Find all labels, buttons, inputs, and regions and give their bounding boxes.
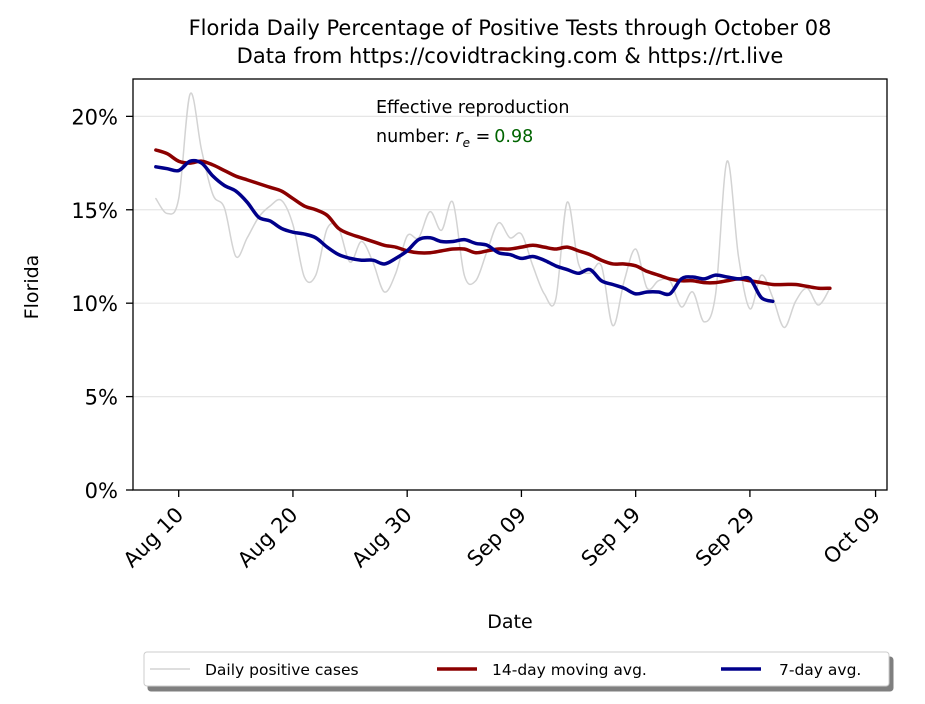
- chart-subtitle: Data from https://covidtracking.com & ht…: [237, 44, 784, 68]
- annotation-prefix: number:: [376, 127, 455, 147]
- chart-title: Florida Daily Percentage of Positive Tes…: [189, 16, 832, 40]
- x-tick-label: Sep 19: [577, 503, 646, 572]
- x-tick-label: Sep 29: [691, 503, 760, 572]
- x-axis-label: Date: [487, 611, 532, 633]
- y-axis: 0% 5% 10% 15% 20%: [71, 105, 133, 503]
- x-tick-label: Aug 10: [119, 503, 189, 573]
- y-tick-label: 15%: [71, 199, 118, 223]
- y-tick-label: 20%: [71, 105, 118, 129]
- x-axis: Aug 10 Aug 20 Aug 30 Sep 09 Sep 19 Sep 29 Oct …: [119, 490, 885, 572]
- x-tick-label: Aug 20: [233, 503, 303, 573]
- plot-area: [154, 92, 832, 329]
- annotation-symbol-sub: e: [463, 136, 470, 150]
- series-layer: [154, 92, 832, 329]
- annotation-symbol: r: [455, 127, 464, 147]
- y-tick-label: 10%: [71, 292, 118, 316]
- grid-lines: [133, 115, 887, 398]
- series-line-7day: [154, 158, 775, 304]
- legend-box: [143, 651, 890, 687]
- series-line-daily: [155, 92, 831, 329]
- x-tick-label: Oct 09: [819, 503, 885, 569]
- annotation-line1: Effective reproduction: [376, 98, 569, 118]
- x-tick-label: Aug 30: [347, 503, 417, 573]
- y-tick-label: 0%: [85, 479, 118, 503]
- legend-label-7day: 7-day avg.: [779, 661, 861, 679]
- y-tick-label: 5%: [85, 386, 118, 410]
- y-axis-label: Florida: [21, 255, 43, 320]
- annotation-equals: =: [470, 127, 490, 147]
- plot-frame: [132, 78, 888, 491]
- annotation-value: 0.98: [494, 127, 533, 147]
- legend-label-daily: Daily positive cases: [205, 661, 359, 679]
- legend-label-14day: 14-day moving avg.: [492, 661, 647, 679]
- legend: Daily positive cases 14-day moving avg. …: [143, 651, 890, 687]
- annotation: Effective reproduction number: re = 0.98: [376, 98, 569, 150]
- x-tick-label: Sep 09: [462, 503, 531, 572]
- annotation-line2: number: re = 0.98: [376, 127, 533, 150]
